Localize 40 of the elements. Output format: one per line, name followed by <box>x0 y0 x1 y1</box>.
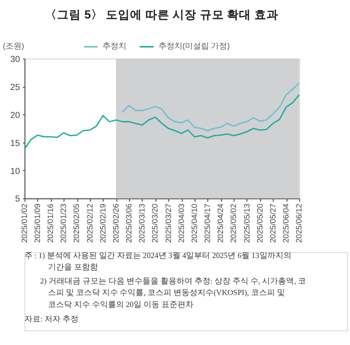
y-tick-label: 5 <box>15 194 20 204</box>
x-tick-label: 2025/05/02 <box>229 204 238 243</box>
x-tick-label: 2025/03/27 <box>164 204 173 243</box>
x-tick-label: 2025/02/05 <box>72 203 82 243</box>
text: 2) 거래대금 규모는 다음 변수들을 활용하여 추정: 상장 주식 수, 시가총액, 코 <box>40 276 306 286</box>
text: 주 : 1) 분석에 사용된 일간 자료는 2024년 3월 4일부터 2025년 6월 13일까지의 <box>24 250 292 260</box>
x-tick-label: 2025/05/27 <box>268 204 278 243</box>
legend-label: 추정치 <box>102 42 127 51</box>
x-tick-label: 2025/04/17 <box>203 204 212 243</box>
x-tick-label: 2025/01/16 <box>46 204 56 243</box>
y-axis-title: (조원) <box>2 42 25 51</box>
x-tick-label: 2025/01/23 <box>59 204 68 243</box>
x-tick-label: 2025/01/02 <box>20 204 29 243</box>
legend-label: 추정치(미설립 가정) <box>158 42 230 51</box>
y-tick-label: 20 <box>10 110 20 120</box>
text: 자료: 저자 추정 <box>24 314 79 324</box>
text: 스피 및 코스닥 지수 수익률, 코스피 변동성지수(VKOSPI), 코스피 및 <box>48 288 285 298</box>
chart-title: 〈그림 5〉 도입에 따른 시장 규모 확대 효과 <box>45 8 278 22</box>
x-tick-label: 2025/02/26 <box>111 204 120 243</box>
y-tick-label: 15 <box>10 138 20 148</box>
x-tick-label: 2025/02/12 <box>85 204 94 243</box>
x-tick-label: 2025/05/13 <box>242 204 252 243</box>
x-tick-label: 2025/04/24 <box>216 203 226 243</box>
x-tick-label: 2025/05/20 <box>255 203 264 243</box>
y-tick-label: 10 <box>10 166 20 176</box>
x-tick-label: 2025/03/13 <box>138 204 147 243</box>
x-tick-label: 2025/03/20 <box>150 203 160 243</box>
line-series <box>24 94 300 150</box>
text: 기간을 포함함 <box>48 262 98 272</box>
x-tick-label: 2025/06/04 <box>282 203 291 243</box>
text: 코스닥 지수 수익률의 20일 이동 표준편차 <box>48 300 194 309</box>
line-series <box>122 82 300 132</box>
x-tick-label: 2025/04/03 <box>176 204 186 243</box>
x-tick-label: 2025/04/10 <box>190 203 199 243</box>
y-tick-label: 25 <box>10 82 20 92</box>
y-tick-label: 30 <box>10 54 20 64</box>
x-tick-label: 2025/03/06 <box>124 204 134 243</box>
x-tick-label: 2025/01/09 <box>32 204 42 243</box>
x-tick-label: 2025/06/12 <box>294 204 304 243</box>
x-tick-label: 2025/02/19 <box>98 204 108 243</box>
